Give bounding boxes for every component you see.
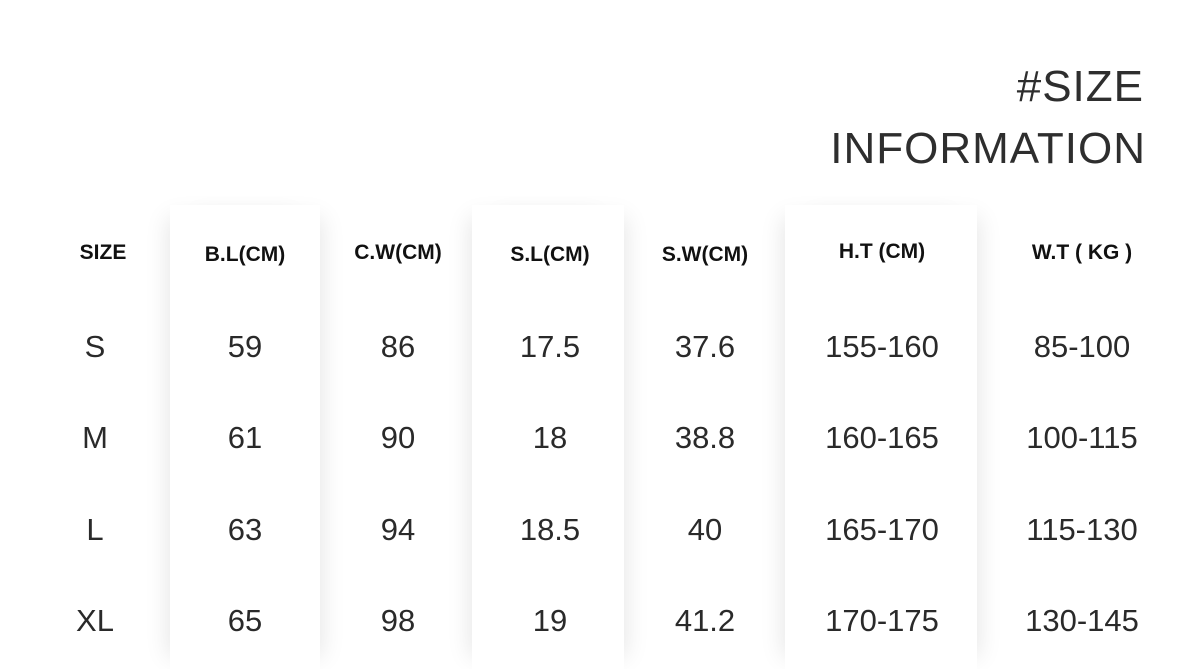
column-shade bbox=[785, 205, 977, 669]
column-shade bbox=[170, 205, 320, 669]
column-header: SIZE bbox=[79, 241, 127, 264]
cell-value: 86 bbox=[380, 329, 416, 364]
cell-value: 85-100 bbox=[1033, 329, 1131, 364]
title: #SIZE bbox=[1016, 62, 1144, 111]
column-header: S.W(CM) bbox=[661, 243, 749, 266]
column-header: B.L(CM) bbox=[204, 243, 286, 266]
column-header: S.L(CM) bbox=[510, 243, 590, 266]
title: INFORMATION bbox=[830, 124, 1146, 173]
cell-value: 100-115 bbox=[1026, 420, 1138, 455]
cell-value: 41.2 bbox=[674, 603, 736, 638]
cell-value: 165-170 bbox=[825, 512, 939, 547]
cell-value: 160-165 bbox=[825, 420, 939, 455]
column-shade bbox=[472, 205, 624, 669]
cell-value: 38.8 bbox=[674, 420, 736, 455]
cell-value: 170-175 bbox=[825, 603, 939, 638]
cell-value: 18 bbox=[532, 420, 568, 455]
column-header: C.W(CM) bbox=[354, 241, 442, 264]
size-label: M bbox=[82, 420, 108, 455]
cell-value: 37.6 bbox=[674, 329, 736, 364]
cell-value: 115-130 bbox=[1026, 512, 1138, 547]
cell-value: 90 bbox=[380, 420, 416, 455]
cell-value: 63 bbox=[227, 512, 263, 547]
cell-value: 98 bbox=[380, 603, 416, 638]
cell-value: 19 bbox=[532, 603, 568, 638]
size-label: S bbox=[84, 329, 106, 364]
cell-value: 155-160 bbox=[825, 329, 939, 364]
cell-value: 59 bbox=[227, 329, 263, 364]
size-label: L bbox=[86, 512, 104, 547]
size-label: XL bbox=[76, 603, 114, 638]
cell-value: 130-145 bbox=[1025, 603, 1139, 638]
cell-value: 40 bbox=[687, 512, 723, 547]
cell-value: 94 bbox=[380, 512, 416, 547]
cell-value: 61 bbox=[227, 420, 263, 455]
column-header: H.T (CM) bbox=[838, 240, 926, 263]
cell-value: 18.5 bbox=[519, 512, 581, 547]
cell-value: 65 bbox=[227, 603, 263, 638]
cell-value: 17.5 bbox=[519, 329, 581, 364]
column-header: W.T ( KG ) bbox=[1031, 241, 1133, 264]
